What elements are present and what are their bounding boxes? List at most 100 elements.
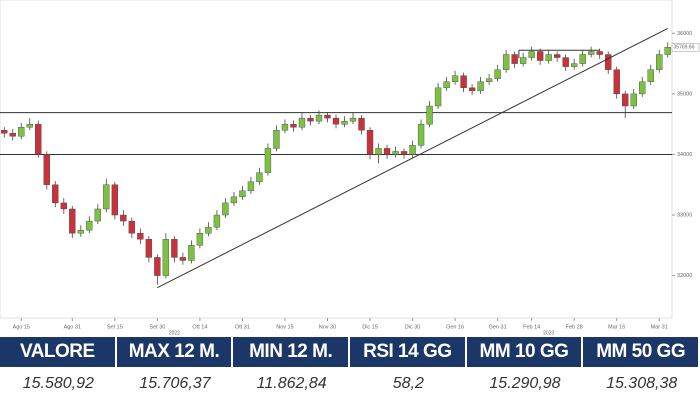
x-tick-label: Gen 16 (446, 324, 464, 330)
y-tick-label: 33000 (677, 212, 692, 218)
candle-body (120, 214, 127, 222)
candle-body (18, 126, 25, 137)
candle-body (519, 57, 527, 64)
candle-body (188, 245, 195, 261)
x-tick-label: Mar 31 (651, 324, 668, 330)
candle-body (392, 151, 399, 155)
candle-body (485, 78, 493, 82)
candle-body (171, 239, 178, 258)
candle-body (451, 75, 459, 82)
candle-body (281, 123, 289, 131)
y-tick-label: 32000 (677, 273, 692, 279)
candle-body (375, 148, 382, 155)
candle-body (579, 54, 586, 64)
candle-body (434, 87, 442, 107)
candle-body (639, 81, 646, 95)
candle-body (443, 81, 450, 89)
candle-body (230, 196, 238, 204)
candle-body (477, 81, 484, 92)
candle-body (145, 239, 153, 258)
candle-body (545, 54, 552, 61)
table-header: RSI 14 GG (349, 337, 467, 367)
trend-line (157, 28, 668, 289)
year-label: 2023 (543, 330, 554, 335)
table-header: MIN 12 M. (233, 337, 350, 367)
x-tick-label: Dic 15 (362, 324, 378, 330)
table-header: MAX 12 M. (116, 337, 234, 367)
candle-body (9, 133, 16, 137)
candle-body (426, 105, 433, 125)
x-tick-label: Set 15 (107, 324, 123, 330)
candle-body (400, 151, 408, 155)
candle-body (103, 184, 110, 210)
candle-body (137, 232, 144, 240)
x-tick-label: Nov 15 (276, 324, 293, 330)
plot-frame (0, 0, 673, 319)
candle-body (494, 69, 501, 79)
candle-body (656, 54, 663, 70)
candle-body (460, 75, 467, 89)
y-tick-label: 34000 (677, 152, 692, 158)
candle-body (613, 69, 620, 95)
candle-body (622, 93, 629, 107)
candle-body (553, 54, 561, 58)
candle-body (162, 239, 170, 276)
table-value: 15.290,98 (489, 375, 561, 392)
y-tick-label: 36000 (677, 31, 692, 37)
x-tick-label: Feb 28 (566, 324, 583, 330)
candle-body (239, 190, 246, 198)
candle-body (26, 123, 33, 128)
candle-body (315, 114, 323, 122)
table-value: 15.706,37 (139, 375, 211, 392)
candle-body (366, 130, 374, 155)
candle-body (358, 117, 365, 131)
stats-table: VALORE MAX 12 M. MIN 12 M. RSI 14 GG MM 10 G… (0, 337, 700, 400)
candle-body (205, 226, 212, 234)
candle-body (588, 51, 595, 55)
table-value: 15.580,92 (22, 375, 94, 392)
candle-body (256, 172, 263, 182)
candle-body (154, 257, 161, 276)
x-tick-label: Mar 15 (608, 324, 625, 330)
candle-body (69, 208, 76, 234)
candle-body (630, 93, 637, 107)
table-value: 11.862,84 (256, 375, 327, 392)
price-label-box (671, 43, 700, 52)
candle-body (596, 51, 603, 55)
candle-body (247, 181, 255, 191)
candle-body (52, 184, 59, 204)
candle-body (307, 117, 314, 122)
x-tick-label: Ago 15 (13, 324, 30, 330)
candle-body (298, 117, 306, 128)
candle-body (77, 229, 84, 234)
table-header: MM 10 GG (466, 337, 584, 367)
x-tick-label: Ott 31 (235, 324, 250, 330)
candle-body (213, 214, 221, 228)
candle-body (341, 120, 348, 125)
candle-body (383, 148, 391, 155)
candle-body (349, 117, 357, 122)
table-value: 58,2 (392, 375, 424, 392)
candle-body (605, 54, 612, 70)
candle-body (43, 154, 50, 185)
candle-body (1, 130, 8, 134)
candle-body (571, 63, 578, 67)
candle-body (179, 257, 187, 261)
candle-body (35, 123, 42, 155)
candle-body (647, 69, 654, 82)
candle-body (128, 220, 136, 234)
candle-body (468, 87, 476, 92)
candle-body (324, 114, 331, 119)
candle-body (332, 117, 340, 125)
x-tick-label: Ott 14 (192, 324, 207, 330)
candle-body (536, 51, 544, 61)
x-tick-label: Dic 30 (405, 324, 421, 330)
table-header: MM 50 GG (583, 337, 700, 367)
candle-body (417, 123, 425, 146)
candle-body (264, 148, 272, 173)
candle-body (502, 54, 510, 70)
candle-body (196, 232, 204, 246)
candle-body (528, 51, 535, 58)
candle-body (562, 57, 569, 67)
